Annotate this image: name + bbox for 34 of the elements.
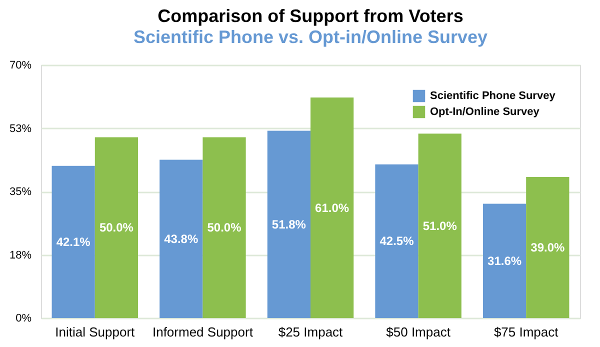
data-label: 51.0% [422, 218, 458, 233]
bar [310, 98, 354, 318]
data-label: 50.0% [207, 220, 242, 235]
bar [375, 164, 418, 318]
x-tick-label: $75 Impact [494, 324, 559, 340]
bar [160, 160, 203, 318]
data-label: 42.5% [380, 234, 414, 248]
bar [482, 204, 526, 318]
x-tick-label: Informed Support [152, 324, 254, 340]
chart-subtitle: Scientific Phone vs. Opt-in/Online Survey [133, 27, 488, 47]
x-tick-label: $50 Impact [386, 324, 451, 340]
y-tick-label: 53% [9, 122, 32, 135]
y-tick-label: 70% [9, 60, 32, 72]
data-label: 50.0% [99, 220, 134, 235]
bar [94, 137, 138, 318]
data-label: 31.6% [488, 254, 522, 268]
data-label: 39.0% [530, 240, 565, 255]
bar [526, 177, 570, 318]
data-label: 61.0% [315, 200, 350, 215]
bar [52, 166, 95, 318]
y-tick-label: 35% [9, 186, 32, 198]
chart-title: Comparison of Support from Voters [158, 6, 464, 26]
bar [267, 130, 310, 318]
bar [202, 137, 246, 318]
y-tick-label: 0% [16, 312, 32, 324]
legend-label: Opt-In/Online Survey [430, 106, 540, 118]
data-label: 42.1% [56, 234, 91, 249]
x-tick-label: Initial Support [55, 324, 136, 340]
data-label: 51.8% [272, 217, 306, 232]
x-tick-label: $25 Impact [278, 324, 344, 340]
legend-label: Scientific Phone Survey [430, 90, 556, 102]
y-tick-label: 18% [9, 249, 32, 262]
bar [418, 134, 462, 318]
data-label: 43.8% [164, 232, 198, 246]
